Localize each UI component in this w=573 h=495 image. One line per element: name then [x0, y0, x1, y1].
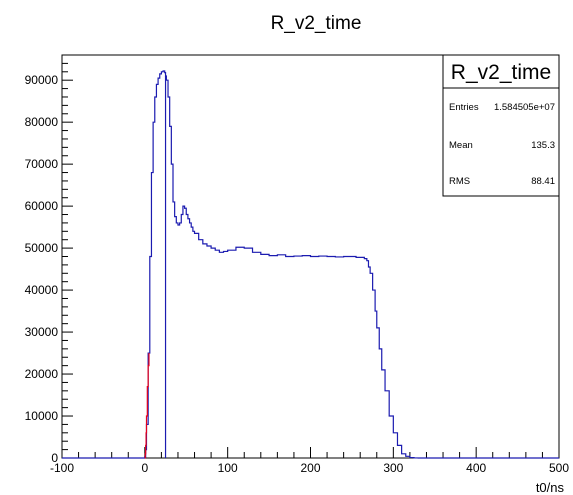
- y-tick-label: 70000: [25, 157, 59, 171]
- x-tick-label: 300: [383, 461, 403, 475]
- y-tick-label: 40000: [25, 283, 59, 297]
- stats-entries-value: 1.584505e+07: [494, 102, 555, 113]
- y-tick-label: 60000: [25, 199, 59, 213]
- stats-mean-value: 135.3: [531, 140, 555, 151]
- y-tick-labels: 0 10000 20000 30000 40000 50000 60000 70000 8000…: [25, 73, 59, 465]
- y-tick-label: 30000: [25, 325, 59, 339]
- stats-entries-label: Entries: [449, 102, 479, 113]
- axis-ticks: [61, 54, 560, 459]
- y-tick-label: 10000: [25, 409, 59, 423]
- x-tick-label: -100: [50, 461, 74, 475]
- chart-title: R_v2_time: [271, 13, 362, 34]
- x-tick-label: 400: [466, 461, 486, 475]
- y-tick-label: 90000: [25, 73, 59, 87]
- stats-title: R_v2_time: [451, 61, 551, 84]
- stats-rms-label: RMS: [449, 176, 470, 187]
- x-tick-labels: -100 0 100 200 300 400 500: [50, 461, 569, 475]
- series-layer: [62, 70, 559, 459]
- x-tick-label: 500: [549, 461, 569, 475]
- x-tick-label: 100: [218, 461, 238, 475]
- stats-mean-label: Mean: [449, 140, 473, 151]
- y-tick-label: 50000: [25, 241, 59, 255]
- x-tick-label: 0: [141, 461, 148, 475]
- stats-box: R_v2_time Entries 1.584505e+07 Mean 135.…: [442, 54, 560, 197]
- y-tick-label: 20000: [25, 367, 59, 381]
- y-tick-label: 0: [51, 451, 58, 465]
- stats-box-frame: [442, 54, 560, 197]
- x-axis-label: t0/ns: [536, 480, 565, 495]
- y-tick-label: 80000: [25, 115, 59, 129]
- highlight-series-line: [144, 353, 150, 459]
- histogram-series-line: [62, 70, 559, 459]
- stats-rms-value: 88.41: [531, 176, 555, 187]
- x-tick-label: 200: [300, 461, 320, 475]
